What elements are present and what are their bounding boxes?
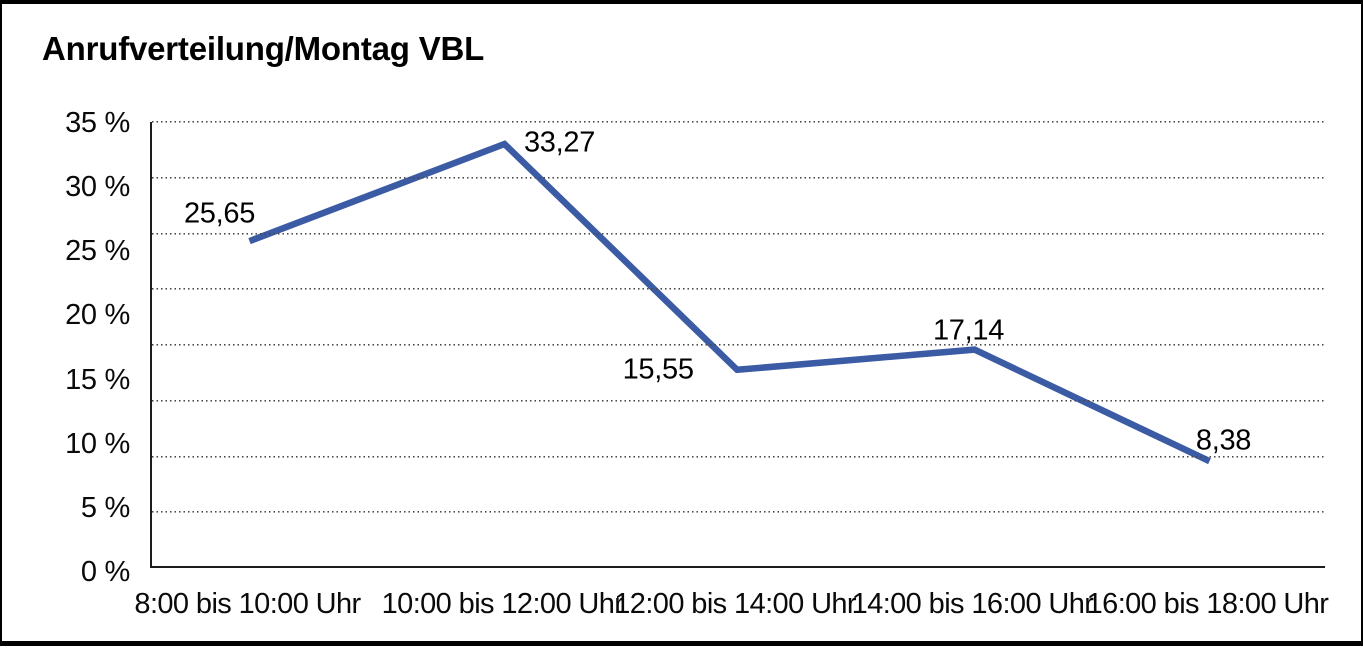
y-axis-label: 0 % bbox=[80, 555, 130, 588]
gridline bbox=[152, 455, 1325, 458]
y-axis-label: 25 % bbox=[65, 235, 130, 268]
y-axis-label: 30 % bbox=[65, 170, 130, 203]
gridline bbox=[152, 288, 1325, 291]
plot-area bbox=[150, 121, 1325, 568]
x-axis-label: 14:00 bis 16:00 Uhr bbox=[851, 588, 1094, 620]
gridline bbox=[152, 344, 1325, 346]
gridline bbox=[152, 232, 1325, 235]
y-axis: 35 % 30 % 25 % 20 % 15 % 10 % 5 % 0 % bbox=[2, 4, 130, 650]
x-axis-label: 16:00 bis 18:00 Uhr bbox=[1086, 588, 1329, 620]
data-point-label: 17,14 bbox=[932, 314, 1005, 347]
gridline bbox=[152, 511, 1325, 514]
gridline bbox=[152, 399, 1325, 402]
data-point-label: 25,65 bbox=[183, 197, 256, 230]
y-axis-label: 20 % bbox=[65, 299, 130, 332]
data-line bbox=[248, 140, 1211, 465]
data-point-label: 33,27 bbox=[523, 126, 596, 159]
gridline bbox=[152, 176, 1325, 179]
y-axis-label: 5 % bbox=[80, 491, 130, 524]
y-axis-label: 15 % bbox=[65, 363, 130, 396]
y-axis-label: 35 % bbox=[65, 106, 130, 139]
y-axis-label: 10 % bbox=[65, 427, 130, 460]
line-series-svg bbox=[248, 140, 1211, 465]
data-point-label: 8,38 bbox=[1195, 424, 1252, 457]
data-point-label: 15,55 bbox=[622, 353, 694, 386]
x-axis-label: 10:00 bis 12:00 Uhr bbox=[381, 588, 624, 620]
chart-title: Anrufverteilung/Montag VBL bbox=[42, 30, 485, 67]
x-axis-label: 12:00 bis 14:00 Uhr bbox=[614, 588, 856, 620]
x-axis-label: 8:00 bis 10:00 Uhr bbox=[134, 588, 361, 620]
gridline bbox=[152, 121, 1325, 123]
